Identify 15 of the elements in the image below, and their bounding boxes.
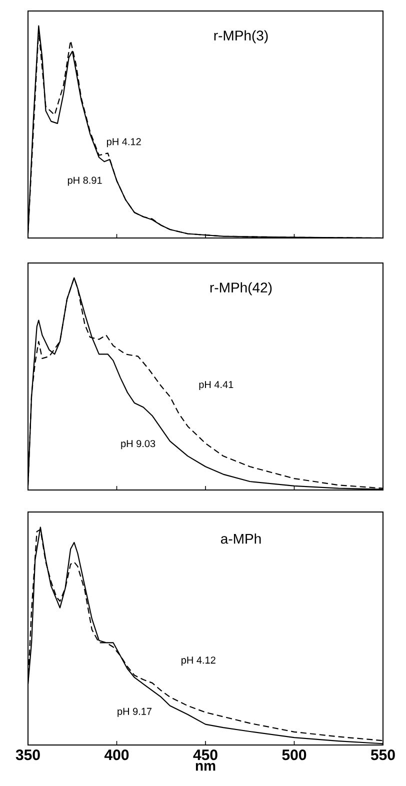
annotation: pH 4.12 bbox=[106, 138, 141, 148]
chart-title: a-MPh bbox=[220, 533, 261, 544]
annotation: pH 4.41 bbox=[199, 381, 234, 390]
x-tick-label: 500 bbox=[282, 750, 306, 760]
annotation: pH 8.91 bbox=[68, 176, 102, 186]
x-tick-label: 450 bbox=[193, 750, 218, 760]
annotation: pH 9.17 bbox=[118, 708, 152, 717]
x-tick-label: 400 bbox=[104, 750, 129, 760]
chart-title: r-MPh(3) bbox=[214, 30, 268, 44]
annotation: pH 9.03 bbox=[121, 440, 156, 450]
x-tick-label: 350 bbox=[16, 750, 40, 760]
chart-title: r-MPh(42) bbox=[210, 282, 272, 296]
x-tick-label: 550 bbox=[370, 750, 395, 760]
annotation: pH 4.12 bbox=[182, 656, 216, 666]
x-axis-title: nm bbox=[196, 763, 216, 771]
